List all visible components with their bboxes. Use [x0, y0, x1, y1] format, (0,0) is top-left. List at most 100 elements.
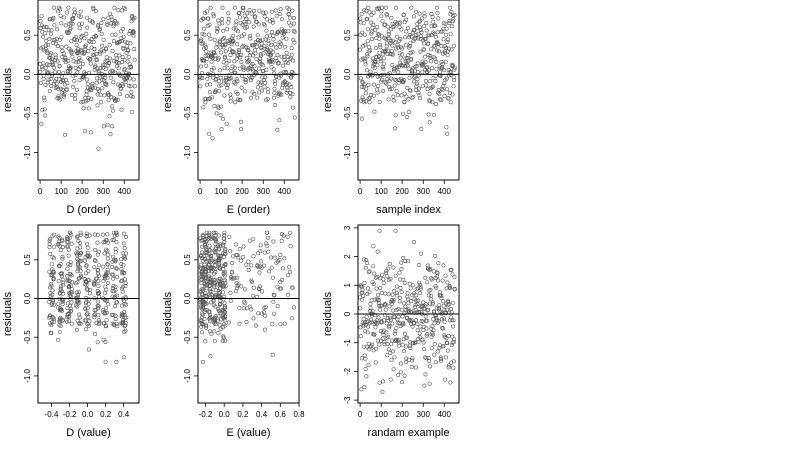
data-point — [424, 280, 429, 285]
data-point — [283, 60, 288, 65]
data-point — [77, 312, 82, 317]
data-point — [105, 22, 110, 27]
data-point — [224, 77, 229, 82]
data-point — [110, 312, 115, 317]
data-point — [257, 90, 262, 95]
data-point — [364, 86, 369, 91]
data-point — [275, 127, 280, 132]
data-point — [110, 108, 115, 113]
data-point — [230, 260, 235, 265]
data-point — [377, 50, 382, 55]
data-point — [199, 253, 204, 258]
data-point — [372, 271, 377, 276]
data-point — [69, 50, 74, 55]
data-point — [257, 287, 262, 292]
data-point — [55, 43, 60, 48]
data-point — [62, 91, 67, 96]
data-point — [203, 339, 208, 344]
data-point — [123, 323, 128, 328]
data-point — [408, 41, 413, 46]
data-point — [416, 280, 421, 285]
data-point — [111, 284, 116, 289]
data-point — [264, 230, 269, 235]
data-point — [59, 274, 64, 279]
y-tick-label: -1.0 — [343, 145, 352, 159]
y-tick-label: 0 — [343, 311, 352, 316]
data-point — [437, 303, 442, 308]
data-point — [104, 82, 109, 87]
data-point — [127, 71, 132, 76]
data-point — [212, 339, 217, 344]
data-point — [391, 98, 396, 103]
data-point — [65, 69, 70, 74]
data-point — [65, 10, 70, 15]
data-point — [395, 43, 400, 48]
data-point — [99, 31, 104, 36]
data-point — [369, 31, 374, 36]
data-point — [418, 27, 423, 32]
data-point — [280, 63, 285, 68]
data-point — [48, 237, 53, 242]
data-point — [278, 7, 283, 12]
data-point — [95, 233, 100, 238]
data-point — [439, 44, 444, 49]
data-point — [235, 275, 240, 280]
data-point — [58, 97, 63, 102]
data-point — [256, 66, 261, 71]
data-point — [84, 92, 89, 97]
data-point — [241, 255, 246, 260]
data-point — [77, 56, 82, 61]
data-point — [104, 55, 109, 60]
data-point — [271, 95, 276, 100]
data-point — [217, 261, 222, 266]
data-point — [390, 62, 395, 67]
data-point — [279, 41, 284, 46]
data-point — [237, 247, 242, 252]
data-point — [67, 283, 72, 288]
data-point — [49, 331, 54, 336]
data-point — [265, 87, 270, 92]
data-point — [275, 284, 280, 289]
data-point — [89, 96, 94, 101]
data-point — [450, 19, 455, 24]
data-point — [288, 23, 293, 28]
data-point — [219, 83, 224, 88]
data-point — [291, 58, 296, 63]
data-point — [391, 297, 396, 302]
data-point — [209, 95, 214, 100]
data-point — [247, 20, 252, 25]
data-point — [388, 276, 393, 281]
data-point — [394, 290, 399, 295]
data-point — [85, 241, 90, 246]
data-point — [234, 281, 239, 286]
data-point — [101, 264, 106, 269]
data-point — [121, 34, 126, 39]
data-point — [216, 233, 221, 238]
data-point — [413, 9, 418, 14]
data-point — [40, 45, 45, 50]
data-point — [244, 306, 249, 311]
data-point — [91, 7, 96, 12]
data-point — [362, 100, 367, 105]
data-point — [101, 232, 106, 237]
data-point — [437, 345, 442, 350]
data-point — [200, 300, 205, 305]
data-point — [73, 93, 78, 98]
data-point — [237, 305, 242, 310]
data-point — [92, 265, 97, 270]
data-point — [452, 78, 457, 83]
data-point — [361, 344, 366, 349]
data-point — [406, 110, 411, 115]
y-tick-label: 0.0 — [23, 68, 32, 80]
data-point — [114, 240, 119, 245]
data-point — [426, 112, 431, 117]
data-point — [255, 85, 260, 90]
data-point — [416, 86, 421, 91]
data-point — [231, 254, 236, 259]
y-tick-label: 0.0 — [23, 292, 32, 304]
data-point — [377, 228, 382, 233]
data-point — [222, 93, 227, 98]
data-point — [269, 265, 274, 270]
data-point — [106, 280, 111, 285]
data-point — [410, 356, 415, 361]
